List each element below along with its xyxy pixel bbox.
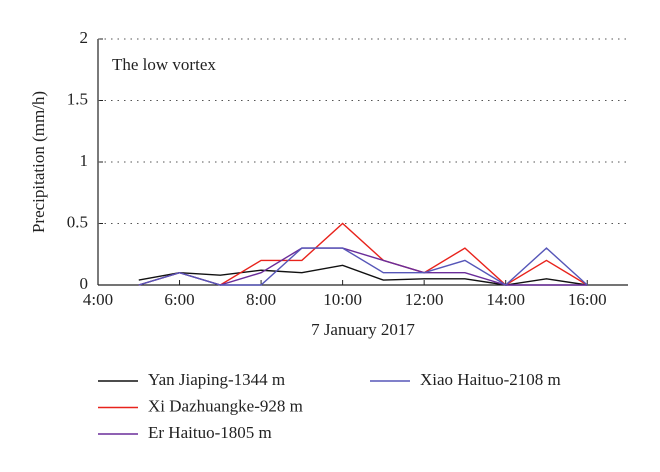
x-tick-label: 16:00 — [568, 290, 607, 309]
x-tick-label: 12:00 — [405, 290, 444, 309]
y-tick-label: 0.5 — [67, 212, 88, 231]
series-line — [138, 247, 588, 286]
x-tick-label: 8:00 — [246, 290, 276, 309]
series-line — [138, 247, 588, 286]
x-tick-label: 10:00 — [323, 290, 362, 309]
y-tick-label: 0 — [80, 274, 89, 293]
x-tick-label: 4:00 — [83, 290, 113, 309]
legend-label: Xi Dazhuangke-928 m — [148, 396, 303, 415]
series-line — [138, 264, 588, 286]
x-tick-label: 6:00 — [164, 290, 194, 309]
y-tick-label: 2 — [80, 28, 89, 47]
y-axis-label: Precipitation (mm/h) — [29, 91, 48, 233]
legend-label: Er Haituo-1805 m — [148, 423, 272, 442]
legend-label: Yan Jiaping-1344 m — [148, 370, 285, 389]
y-tick-label: 1 — [80, 151, 89, 170]
y-tick-label: 1.5 — [67, 89, 88, 108]
annotation: The low vortex — [112, 55, 216, 74]
x-tick-label: 14:00 — [486, 290, 525, 309]
x-axis-label: 7 January 2017 — [311, 320, 415, 339]
legend-label: Xiao Haituo-2108 m — [420, 370, 561, 389]
